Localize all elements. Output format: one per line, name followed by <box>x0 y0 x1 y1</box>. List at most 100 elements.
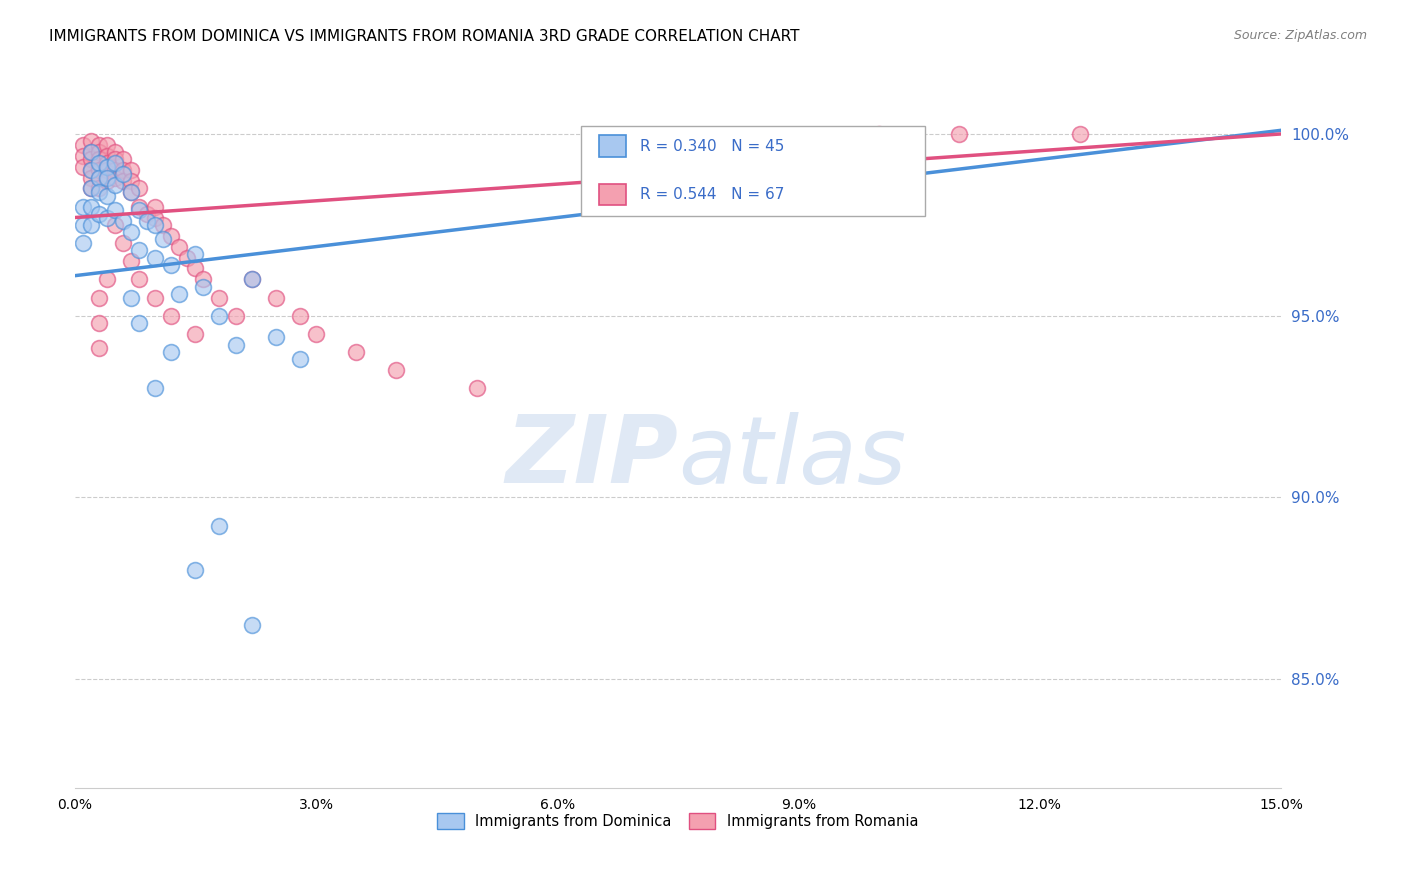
Point <box>128 272 150 286</box>
Point <box>80 145 103 160</box>
Point <box>87 156 110 170</box>
Point <box>128 200 150 214</box>
Point <box>128 203 150 218</box>
Point <box>465 381 488 395</box>
Text: IMMIGRANTS FROM DOMINICA VS IMMIGRANTS FROM ROMANIA 3RD GRADE CORRELATION CHART: IMMIGRANTS FROM DOMINICA VS IMMIGRANTS F… <box>49 29 800 44</box>
Point <box>136 214 159 228</box>
Point <box>96 174 118 188</box>
Point <box>264 330 287 344</box>
Text: ZIP: ZIP <box>505 411 678 503</box>
Point <box>208 309 231 323</box>
Point <box>1069 127 1091 141</box>
Point <box>111 167 134 181</box>
FancyBboxPatch shape <box>599 184 626 205</box>
Point <box>288 352 311 367</box>
Point <box>104 153 127 167</box>
Point <box>193 272 215 286</box>
Point <box>184 326 207 341</box>
Point <box>120 185 142 199</box>
Point <box>111 174 134 188</box>
Point <box>152 232 174 246</box>
Point <box>87 170 110 185</box>
Point <box>143 291 166 305</box>
Point <box>184 563 207 577</box>
Point <box>104 156 127 170</box>
Point <box>87 342 110 356</box>
Point <box>143 251 166 265</box>
Point <box>787 134 810 148</box>
Point <box>868 127 890 141</box>
Point <box>96 170 118 185</box>
Point <box>208 519 231 533</box>
Point <box>128 316 150 330</box>
Point <box>128 181 150 195</box>
Point <box>305 326 328 341</box>
Point <box>111 163 134 178</box>
Point <box>87 163 110 178</box>
Point <box>87 207 110 221</box>
Point <box>72 160 94 174</box>
Point <box>143 211 166 225</box>
Point <box>120 225 142 239</box>
Point <box>80 170 103 185</box>
Text: R = 0.340   N = 45: R = 0.340 N = 45 <box>641 139 785 153</box>
Point <box>143 218 166 232</box>
Point <box>948 127 970 141</box>
Point <box>104 218 127 232</box>
Point <box>143 200 166 214</box>
Point <box>143 381 166 395</box>
Point <box>152 218 174 232</box>
Text: R = 0.544   N = 67: R = 0.544 N = 67 <box>641 187 785 202</box>
Point <box>344 345 367 359</box>
Point <box>80 181 103 195</box>
Point <box>120 185 142 199</box>
Point <box>104 178 127 192</box>
Legend: Immigrants from Dominica, Immigrants from Romania: Immigrants from Dominica, Immigrants fro… <box>432 807 924 835</box>
Point <box>225 337 247 351</box>
Point <box>136 207 159 221</box>
Point <box>96 163 118 178</box>
Point <box>208 291 231 305</box>
Point <box>120 163 142 178</box>
Point <box>87 137 110 152</box>
Point <box>72 149 94 163</box>
Point <box>104 170 127 185</box>
Point <box>72 137 94 152</box>
Point <box>160 258 183 272</box>
Point <box>176 251 198 265</box>
Point <box>104 163 127 178</box>
Point <box>160 345 183 359</box>
Point <box>87 181 110 195</box>
Point <box>96 188 118 202</box>
Point <box>96 149 118 163</box>
FancyBboxPatch shape <box>581 126 925 216</box>
Point <box>80 134 103 148</box>
Text: atlas: atlas <box>678 411 905 502</box>
Point <box>167 286 190 301</box>
Point <box>128 244 150 258</box>
Point <box>240 617 263 632</box>
Point <box>80 200 103 214</box>
Point <box>80 145 103 160</box>
Point <box>167 239 190 253</box>
Point <box>80 218 103 232</box>
Point <box>111 153 134 167</box>
Point <box>96 137 118 152</box>
Point <box>193 279 215 293</box>
Point <box>96 272 118 286</box>
Point <box>184 261 207 276</box>
Point <box>96 160 118 174</box>
Point <box>80 153 103 167</box>
Point <box>72 235 94 250</box>
Point <box>120 291 142 305</box>
FancyBboxPatch shape <box>599 136 626 157</box>
Point <box>87 185 110 199</box>
Point <box>120 254 142 268</box>
Point <box>80 181 103 195</box>
Point <box>264 291 287 305</box>
Point <box>240 272 263 286</box>
Point <box>80 163 103 178</box>
Point <box>288 309 311 323</box>
Point <box>385 363 408 377</box>
Point <box>87 145 110 160</box>
